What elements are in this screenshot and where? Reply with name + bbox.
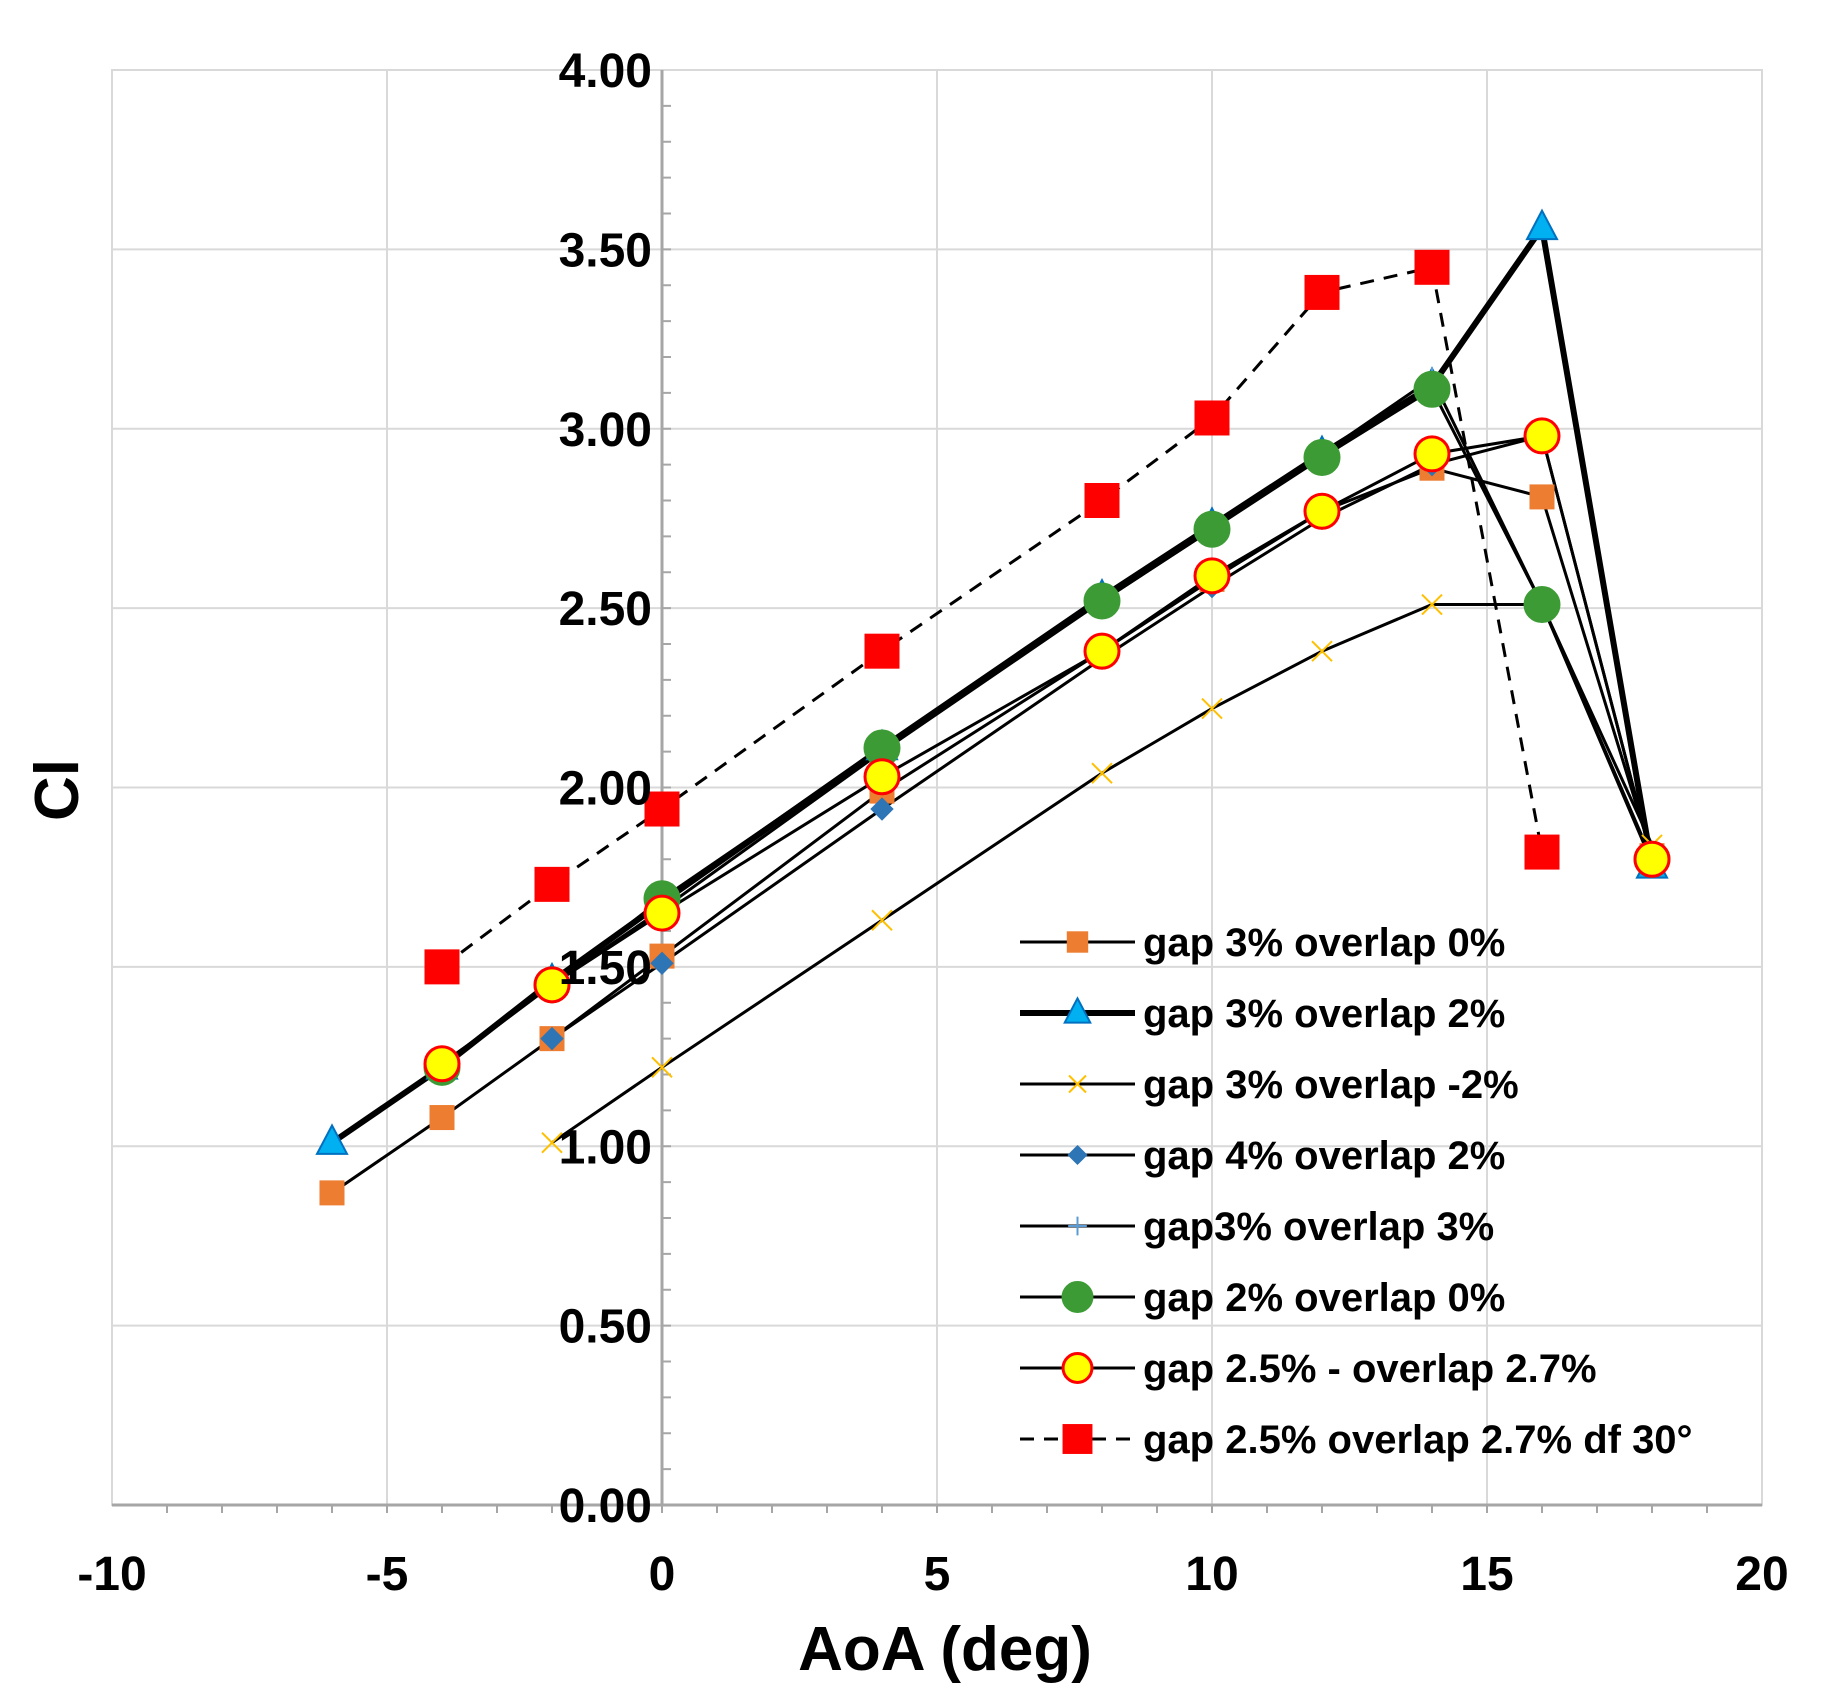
series-3-point [1311, 640, 1333, 662]
series-3-point [871, 909, 893, 931]
legend-item-1: gap 3% overlap 0% [1020, 921, 1505, 965]
series-2-point [315, 1123, 349, 1155]
series-8-line [441, 265, 1544, 969]
series-8-point [1304, 274, 1340, 310]
y-tick-label: 0.00 [559, 1480, 652, 1533]
series-1-point [429, 1105, 455, 1131]
legend-marker [1063, 996, 1092, 1024]
legend-marker [1062, 1424, 1093, 1454]
legend-marker [1061, 1281, 1094, 1313]
legend-label: gap 4% overlap 2% [1143, 1134, 1505, 1178]
legend-marker [1068, 1216, 1087, 1236]
y-tick-label: 4.00 [559, 45, 652, 98]
legend-label: gap3% overlap 3% [1143, 1205, 1494, 1249]
legend-item-5: gap3% overlap 3% [1020, 1205, 1494, 1249]
series-4-point [870, 797, 894, 821]
series-8-point [1194, 400, 1230, 436]
x-tick-label: -5 [366, 1548, 409, 1601]
y-axis-title: Cl [23, 759, 92, 821]
series-6-point [1523, 586, 1561, 624]
legend-item-3: gap 3% overlap -2% [1020, 1063, 1519, 1107]
series-8-point [424, 949, 460, 985]
y-tick-label: 3.00 [559, 404, 652, 457]
legend-label: gap 3% overlap 0% [1143, 921, 1505, 965]
legend-label: gap 2% overlap 0% [1143, 1276, 1505, 1320]
y-tick-label: 3.50 [559, 224, 652, 277]
series-8-point [864, 633, 900, 669]
series-7-point [863, 758, 901, 796]
x-axis-title: AoA (deg) [798, 1615, 1092, 1684]
series-6-line [441, 387, 1654, 1069]
y-tick-label: 1.00 [559, 1121, 652, 1174]
series-6-point [1083, 582, 1121, 620]
series-8-point [1524, 834, 1560, 870]
series-4-point [540, 1026, 564, 1051]
series-7-point [643, 894, 681, 932]
series-6-point [1193, 510, 1231, 548]
series-7-line [441, 434, 1654, 1065]
legend-label: gap 2.5% - overlap 2.7% [1143, 1347, 1597, 1391]
x-tick-label: -10 [77, 1548, 146, 1601]
series-1-point [1529, 484, 1555, 510]
x-tick-label: 10 [1185, 1548, 1238, 1601]
series-3-point [541, 1131, 563, 1154]
series-8-point [1414, 249, 1450, 285]
legend-marker [1061, 1352, 1094, 1384]
y-tick-label: 2.50 [559, 583, 652, 636]
series-7-point [1303, 492, 1341, 530]
series-7-point [1633, 840, 1671, 878]
series-1-point [319, 1180, 345, 1206]
x-tick-label: 15 [1460, 1548, 1513, 1601]
series-6-point [1413, 370, 1451, 408]
legend-marker [1067, 1144, 1088, 1166]
x-tick-label: 20 [1735, 1548, 1788, 1601]
legend-marker [1066, 931, 1089, 953]
series-3-point [651, 1056, 673, 1079]
y-tick-label: 2.00 [559, 763, 652, 816]
series-7-point [533, 966, 571, 1004]
legend-item-7: gap 2.5% - overlap 2.7% [1020, 1347, 1597, 1391]
series-8-point [1084, 483, 1120, 518]
legend-item-6: gap 2% overlap 0% [1020, 1276, 1505, 1320]
series-3-point [1091, 762, 1113, 784]
series-8-point [534, 866, 570, 902]
legend-item-2: gap 3% overlap 2% [1020, 992, 1505, 1036]
legend-item-8: gap 2.5% overlap 2.7% df 30° [1020, 1418, 1693, 1462]
series-7-point [1083, 632, 1121, 670]
series-7-point [423, 1045, 461, 1083]
legend-label: gap 3% overlap -2% [1143, 1063, 1519, 1107]
series-7-point [1193, 557, 1231, 595]
series-7-point [1413, 435, 1451, 473]
y-tick-label: 1.50 [559, 942, 652, 995]
series-7-point [1523, 417, 1561, 455]
legend-label: gap 2.5% overlap 2.7% df 30° [1143, 1418, 1693, 1462]
series-6-point [1303, 438, 1341, 476]
series-4-point [650, 951, 674, 975]
legend-marker [1068, 1074, 1087, 1094]
legend-item-4: gap 4% overlap 2% [1020, 1134, 1505, 1178]
series-3-point [1421, 593, 1443, 616]
x-tick-label: 5 [924, 1548, 951, 1601]
series-3-point [1201, 697, 1223, 720]
x-tick-label: 0 [649, 1548, 676, 1601]
series-8-point [644, 791, 680, 827]
y-tick-label: 0.50 [559, 1301, 652, 1354]
legend-label: gap 3% overlap 2% [1143, 992, 1505, 1036]
series-2-point [1525, 208, 1559, 241]
